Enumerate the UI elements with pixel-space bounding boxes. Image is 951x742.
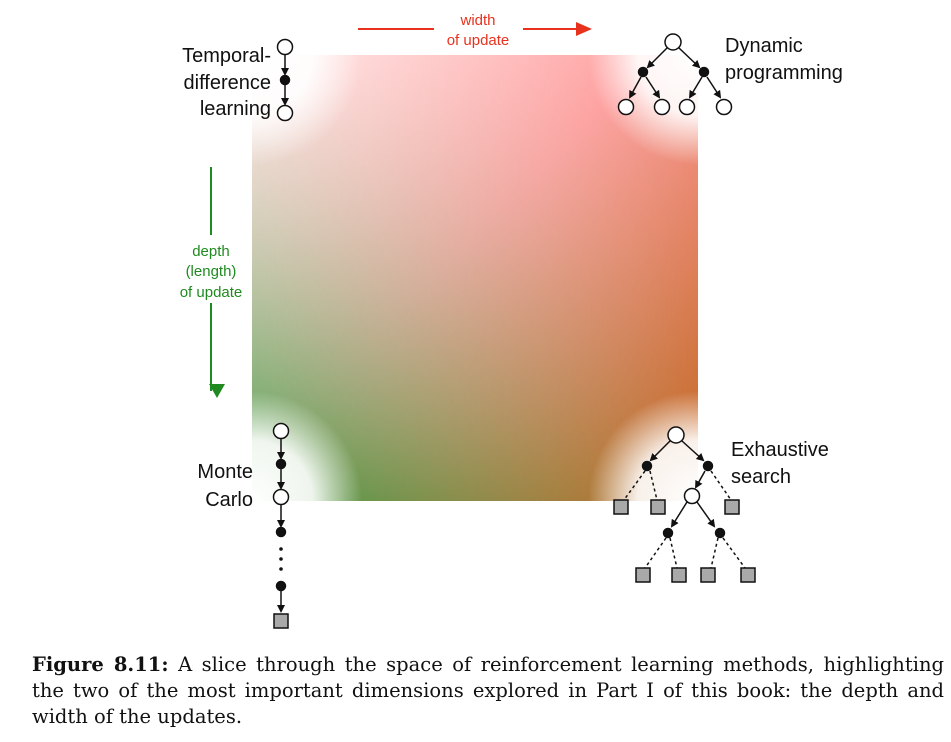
width-axis-label-1: width xyxy=(459,12,495,29)
dp-label-1: Dynamic xyxy=(725,35,803,57)
mc-backup-diagram xyxy=(272,422,290,629)
es-label-1: Exhaustive xyxy=(731,439,829,461)
dp-backup-diagram xyxy=(617,33,733,116)
width-axis: width of update xyxy=(358,12,592,49)
td-label-1: Temporal- xyxy=(182,45,271,67)
mc-label-2: Carlo xyxy=(205,489,253,511)
depth-axis-label-1: depth xyxy=(192,243,230,260)
depth-axis-label-2: (length) xyxy=(186,263,237,280)
es-backup-diagram xyxy=(613,426,756,583)
es-label-2: search xyxy=(731,466,791,488)
depth-axis-label-3: of update xyxy=(180,284,243,301)
td-label-3: learning xyxy=(200,98,271,120)
mc-label-1: Monte xyxy=(197,461,253,483)
figure-caption-text: A slice through the space of reinforceme… xyxy=(32,653,944,728)
depth-axis: depth (length) of update xyxy=(180,167,243,398)
td-label-2: difference xyxy=(184,72,271,94)
dp-label-2: programming xyxy=(725,62,843,84)
width-axis-label-2: of update xyxy=(447,32,510,49)
methods-space-diagram: width of update depth (length) of update… xyxy=(142,0,843,629)
td-backup-diagram xyxy=(276,38,294,122)
figure-caption-label: Figure 8.11: xyxy=(32,653,169,676)
figure-caption: Figure 8.11: A slice through the space o… xyxy=(32,652,944,730)
